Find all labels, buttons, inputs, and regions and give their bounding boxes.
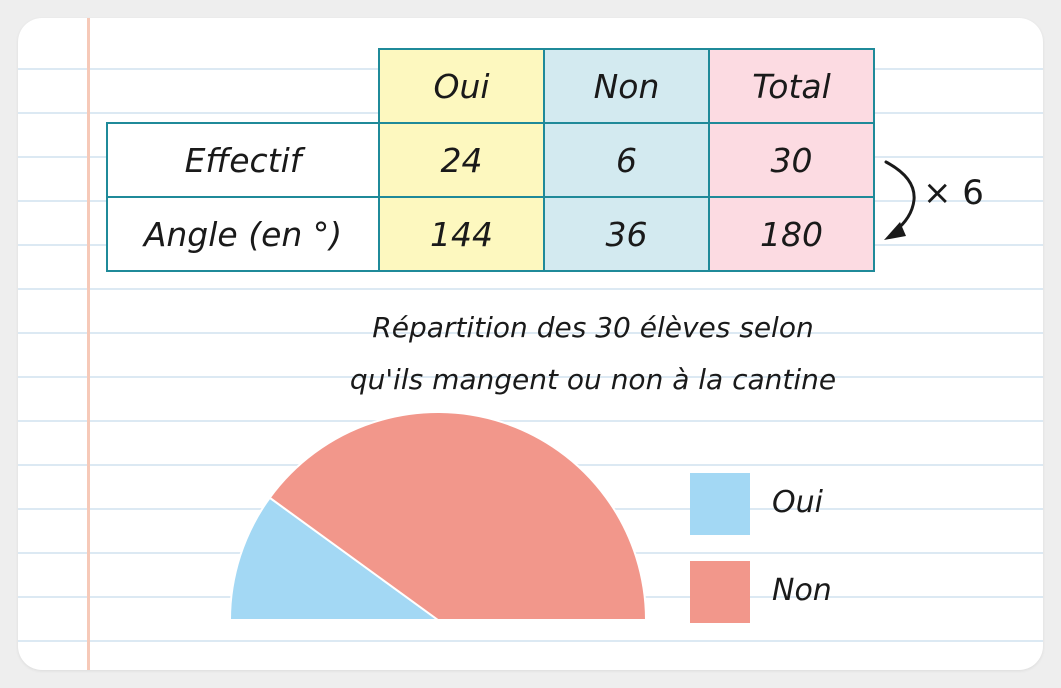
header-non: Non — [543, 48, 710, 124]
table-header-row: Oui Non Total — [107, 48, 875, 124]
cell-effectif-total: 30 — [708, 122, 875, 198]
cell-effectif-oui: 24 — [378, 122, 545, 198]
table-row-angle: Angle (en °) 144 36 180 — [106, 196, 875, 272]
curved-arrow-icon — [884, 160, 916, 240]
data-table: Oui Non Total Effectif 24 6 30 Angle (en… — [106, 48, 875, 272]
pie-slice-1 — [268, 411, 648, 621]
chart-title-line-1: Répartition des 30 élèves selon — [372, 311, 814, 344]
legend-swatch-non — [690, 561, 750, 623]
multiplier-label: × 6 — [923, 173, 984, 213]
legend-label-oui: Oui — [772, 485, 823, 520]
legend-label-non: Non — [772, 573, 832, 608]
table-corner-cell — [107, 49, 379, 123]
cell-angle-oui: 144 — [378, 196, 545, 272]
semicircle-pie-chart — [228, 411, 648, 621]
table-row-effectif: Effectif 24 6 30 — [106, 122, 875, 198]
row-label-angle: Angle (en °) — [106, 196, 380, 272]
header-total: Total — [708, 48, 875, 124]
margin-line — [87, 18, 90, 670]
pie-slice-0 — [228, 496, 442, 621]
legend-swatch-oui — [690, 473, 750, 535]
header-oui: Oui — [378, 48, 545, 124]
row-label-effectif: Effectif — [106, 122, 380, 198]
chart-title-line-2: qu'ils mangent ou non à la cantine — [349, 363, 837, 396]
cell-angle-non: 36 — [543, 196, 710, 272]
cell-angle-total: 180 — [708, 196, 875, 272]
worksheet-card: Oui Non Total Effectif 24 6 30 Angle (en… — [18, 18, 1043, 670]
cell-effectif-non: 6 — [543, 122, 710, 198]
